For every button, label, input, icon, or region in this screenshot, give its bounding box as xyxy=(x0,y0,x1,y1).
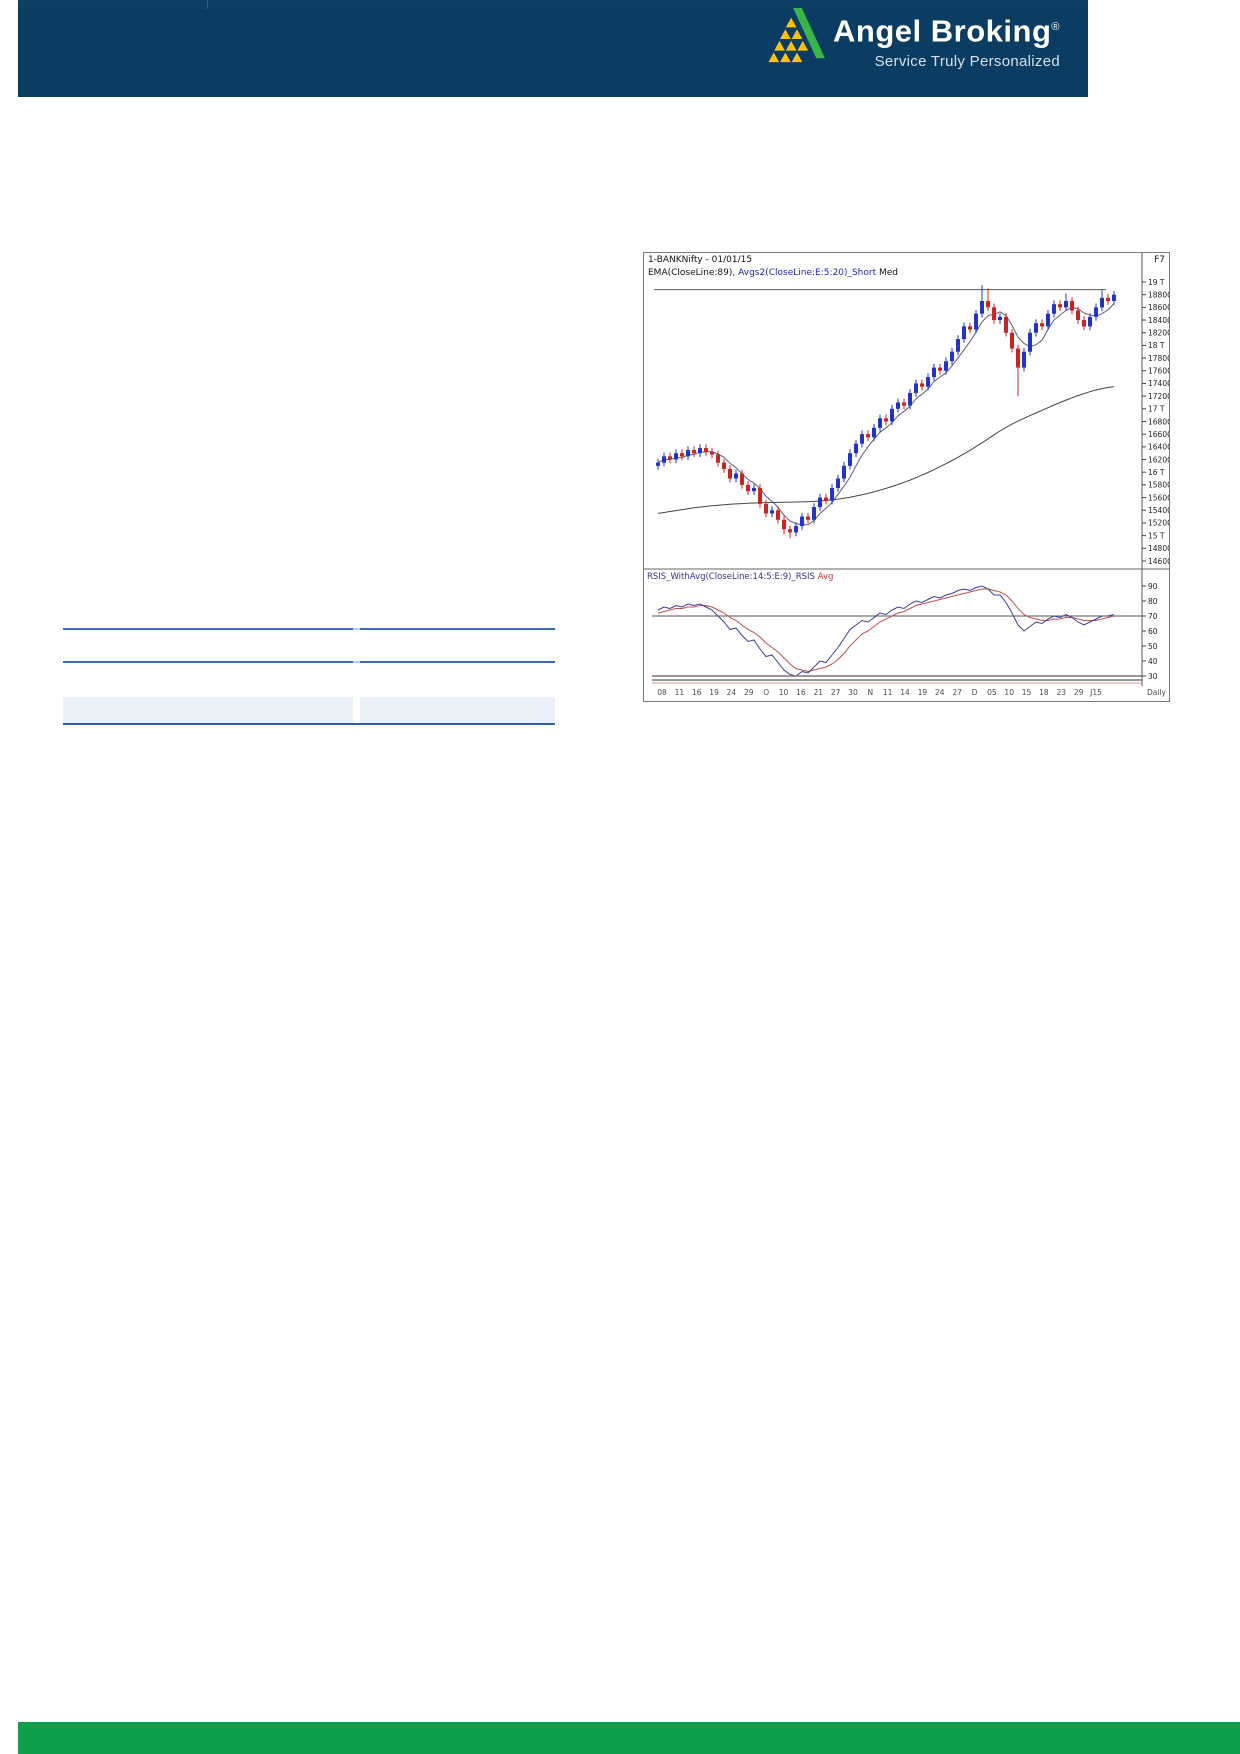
table-column-gap xyxy=(353,697,360,723)
svg-text:05: 05 xyxy=(987,688,997,697)
svg-text:17400: 17400 xyxy=(1148,379,1169,388)
table-rule-1 xyxy=(63,628,555,630)
brand-tagline: Service Truly Personalized xyxy=(874,53,1060,71)
svg-text:18 T: 18 T xyxy=(1148,341,1165,350)
svg-text:16600: 16600 xyxy=(1148,430,1169,439)
svg-text:J15: J15 xyxy=(1089,688,1102,697)
svg-text:15: 15 xyxy=(1022,688,1032,697)
angel-broking-logo: Angel Broking® Service Truly Personalize… xyxy=(767,6,1060,70)
svg-text:21: 21 xyxy=(813,688,823,697)
svg-text:16200: 16200 xyxy=(1148,455,1169,464)
svg-text:16400: 16400 xyxy=(1148,443,1169,452)
svg-text:15 T: 15 T xyxy=(1148,531,1165,540)
footer-bar xyxy=(18,1722,1240,1754)
rsi-panel-label: RSIS_WithAvg(CloseLine:14:5:E:9)_RSIS Av… xyxy=(647,572,834,582)
brand-name: Angel Broking® xyxy=(833,13,1060,49)
table-column-gap xyxy=(353,628,360,630)
svg-text:40: 40 xyxy=(1148,657,1158,666)
svg-text:27: 27 xyxy=(952,688,962,697)
svg-text:27: 27 xyxy=(831,688,841,697)
svg-text:16: 16 xyxy=(692,688,702,697)
svg-text:50: 50 xyxy=(1148,642,1158,651)
svg-text:17200: 17200 xyxy=(1148,392,1169,401)
svg-text:Daily: Daily xyxy=(1147,688,1167,697)
svg-text:29: 29 xyxy=(1074,688,1084,697)
svg-text:18800: 18800 xyxy=(1148,290,1169,299)
svg-text:08: 08 xyxy=(657,688,667,697)
svg-text:15800: 15800 xyxy=(1148,481,1169,490)
svg-text:19: 19 xyxy=(709,688,719,697)
svg-text:10: 10 xyxy=(779,688,789,697)
svg-text:19: 19 xyxy=(918,688,928,697)
svg-text:14600: 14600 xyxy=(1148,557,1169,566)
svg-text:16 T: 16 T xyxy=(1148,468,1165,477)
logo-pyramid-icon xyxy=(768,8,826,63)
svg-text:11: 11 xyxy=(883,688,893,697)
table-column-gap xyxy=(353,661,360,663)
svg-text:15400: 15400 xyxy=(1148,506,1169,515)
svg-text:30: 30 xyxy=(848,688,858,697)
chart-plot-area: 19 T 18800 18600 18400 18200 18 T 17800 17600 17… xyxy=(644,253,1172,697)
svg-text:17600: 17600 xyxy=(1148,367,1169,376)
table-rule-bottom xyxy=(63,723,555,725)
svg-text:90: 90 xyxy=(1148,582,1158,591)
svg-text:18200: 18200 xyxy=(1148,329,1169,338)
svg-text:14: 14 xyxy=(900,688,910,697)
chart-legend: EMA(CloseLine:89), Avgs2(CloseLine:E:5:2… xyxy=(648,268,899,278)
svg-text:80: 80 xyxy=(1148,597,1158,606)
svg-text:11: 11 xyxy=(675,688,685,697)
svg-text:60: 60 xyxy=(1148,627,1158,636)
registered-mark: ® xyxy=(1051,21,1060,33)
table-shaded-row xyxy=(63,697,555,723)
svg-text:29: 29 xyxy=(744,688,754,697)
svg-text:N: N xyxy=(868,688,874,697)
svg-text:D: D xyxy=(972,688,978,697)
svg-text:70: 70 xyxy=(1148,612,1158,621)
svg-text:23: 23 xyxy=(1057,688,1067,697)
summary-table xyxy=(63,620,555,730)
function-key-label: F7 xyxy=(1154,255,1165,265)
bank-nifty-chart: 1-BANKNifty - 01/01/15 EMA(CloseLine:89)… xyxy=(643,252,1172,702)
svg-text:15200: 15200 xyxy=(1148,519,1169,528)
svg-text:14800: 14800 xyxy=(1148,544,1169,553)
svg-text:24: 24 xyxy=(935,688,945,697)
header-bar: Angel Broking® Service Truly Personalize… xyxy=(18,0,1088,97)
svg-text:17800: 17800 xyxy=(1148,354,1169,363)
svg-text:16: 16 xyxy=(796,688,806,697)
svg-text:15600: 15600 xyxy=(1148,493,1169,502)
svg-text:O: O xyxy=(763,688,769,697)
header-strip-divider xyxy=(207,0,208,9)
svg-text:16800: 16800 xyxy=(1148,417,1169,426)
svg-text:18600: 18600 xyxy=(1148,303,1169,312)
svg-text:18400: 18400 xyxy=(1148,316,1169,325)
svg-text:24: 24 xyxy=(727,688,737,697)
table-rule-2 xyxy=(63,661,555,663)
header-top-strip xyxy=(18,0,1088,9)
svg-text:17 T: 17 T xyxy=(1148,405,1165,414)
svg-text:18: 18 xyxy=(1039,688,1049,697)
svg-text:19 T: 19 T xyxy=(1148,278,1165,287)
svg-text:30: 30 xyxy=(1148,672,1158,681)
chart-title: 1-BANKNifty - 01/01/15 xyxy=(648,255,753,265)
svg-text:10: 10 xyxy=(1004,688,1014,697)
